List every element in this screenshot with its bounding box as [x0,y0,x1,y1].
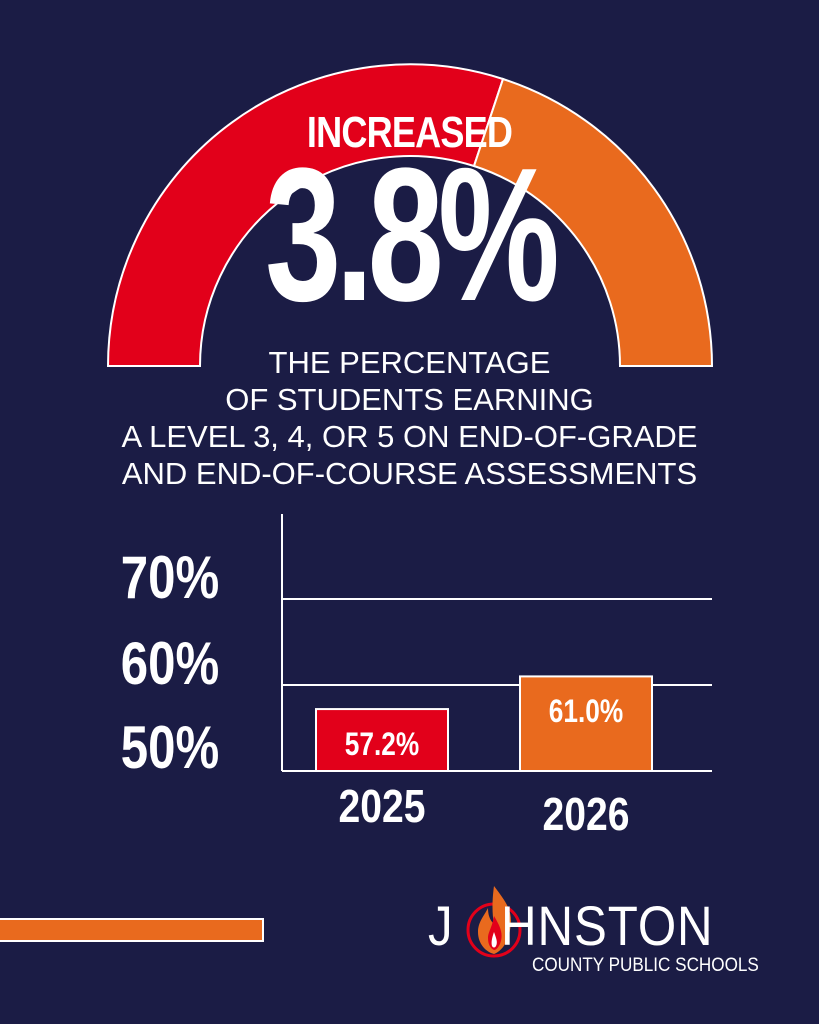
logo-subtitle: COUNTY PUBLIC SCHOOLS [532,955,759,976]
logo-name-rest: HNSTON [501,894,714,957]
description-line: THE PERCENTAGE [268,345,551,380]
y-tick-label: 50% [120,714,220,781]
johnston-logo: J HNSTON COUNTY PUBLIC SCHOOLS [428,878,768,978]
description-line: OF STUDENTS EARNING [225,382,594,417]
y-tick-label: 60% [120,630,220,697]
logo-name-j: J [428,894,454,957]
description-line: AND END-OF-COURSE ASSESSMENTS [121,456,698,491]
bar-2026 [519,675,653,773]
gauge-red-segment [106,63,505,367]
increase-value: 3.8% [265,129,560,341]
gauge-orange-segment [472,77,714,367]
y-tick-label: 70% [120,544,220,611]
bar-value-label: 61.0% [548,693,624,730]
bar-value-label: 57.2% [344,726,420,763]
x-tick-label: 2025 [338,780,426,832]
description-line: A LEVEL 3, 4, OR 5 ON END-OF-GRADE [121,419,698,454]
accent-bar [0,918,264,942]
description: THE PERCENTAGE OF STUDENTS EARNING A LEV… [0,344,819,492]
increased-label: INCREASED [306,108,513,157]
logo-name: J HNSTON [428,898,714,954]
flame-icon [466,886,522,958]
bar-2025 [315,708,449,773]
x-tick-label: 2026 [542,788,630,840]
